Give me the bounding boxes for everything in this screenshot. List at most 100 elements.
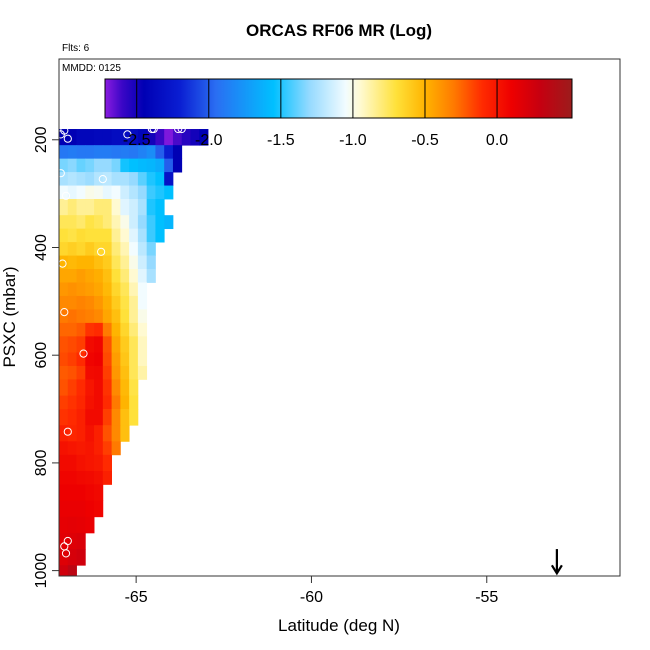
heatmap-cell bbox=[59, 500, 69, 518]
heatmap-cell bbox=[76, 129, 86, 146]
y-tick-label: 600 bbox=[33, 342, 50, 369]
heatmap-cell bbox=[76, 425, 86, 442]
heatmap-cell bbox=[85, 255, 95, 270]
heatmap-cell bbox=[59, 199, 69, 216]
heatmap-cell bbox=[102, 454, 112, 472]
heatmap-cell bbox=[59, 454, 69, 472]
heatmap-cell bbox=[102, 309, 112, 324]
heatmap-cell bbox=[85, 409, 95, 426]
heatmap-cell bbox=[146, 129, 156, 146]
heatmap-cell bbox=[85, 172, 95, 186]
heatmap-cell bbox=[137, 282, 148, 297]
wind-arrow bbox=[550, 549, 563, 576]
heatmap-cell bbox=[67, 242, 77, 256]
heatmap-cell bbox=[94, 215, 104, 230]
heatmap-cell bbox=[85, 352, 95, 367]
heatmap bbox=[59, 129, 209, 577]
heatmap-cell bbox=[94, 295, 104, 310]
heatmap-cell bbox=[67, 215, 77, 230]
heatmap-cell bbox=[76, 470, 86, 485]
heatmap-cell bbox=[94, 365, 104, 380]
heatmap-cell bbox=[85, 395, 95, 410]
heatmap-cell bbox=[102, 409, 112, 426]
heatmap-cell bbox=[85, 336, 95, 353]
heatmap-cell bbox=[94, 470, 104, 485]
heatmap-cell bbox=[102, 425, 112, 442]
heatmap-cell bbox=[76, 295, 86, 310]
heatmap-cell bbox=[129, 365, 139, 380]
heatmap-cell bbox=[85, 242, 95, 256]
heatmap-cell bbox=[111, 158, 121, 173]
heatmap-cell bbox=[59, 409, 69, 426]
heatmap-cell bbox=[94, 199, 104, 216]
heatmap-cell bbox=[85, 282, 95, 297]
heatmap-cell bbox=[59, 295, 69, 310]
heatmap-cell bbox=[59, 484, 69, 502]
heatmap-cell bbox=[137, 242, 148, 256]
heatmap-cell bbox=[146, 199, 156, 216]
heatmap-cell bbox=[76, 145, 86, 160]
heatmap-cell bbox=[67, 255, 77, 270]
heatmap-cell bbox=[94, 409, 104, 426]
heatmap-cell bbox=[164, 129, 174, 146]
heatmap-cell bbox=[102, 470, 112, 485]
heatmap-cell bbox=[120, 172, 130, 186]
heatmap-cell bbox=[67, 425, 77, 442]
x-tick-label: -65 bbox=[125, 589, 148, 606]
heatmap-cell bbox=[102, 199, 112, 216]
observation-point bbox=[149, 124, 158, 134]
heatmap-cell bbox=[94, 269, 104, 283]
heatmap-cell bbox=[102, 255, 112, 270]
heatmap-cell bbox=[137, 145, 148, 160]
heatmap-cell bbox=[59, 549, 69, 566]
heatmap-cell bbox=[67, 228, 77, 243]
heatmap-cell bbox=[76, 228, 86, 243]
heatmap-cell bbox=[76, 172, 86, 186]
heatmap-cell bbox=[85, 199, 95, 216]
y-tick-label: 800 bbox=[33, 449, 50, 476]
heatmap-cell bbox=[67, 158, 77, 173]
heatmap-cell bbox=[102, 322, 112, 337]
heatmap-cell bbox=[85, 365, 95, 380]
heatmap-cell bbox=[129, 336, 139, 353]
heatmap-cell bbox=[129, 199, 139, 216]
y-tick-label: 400 bbox=[33, 234, 50, 261]
heatmap-cell bbox=[129, 352, 139, 367]
heatmap-cell bbox=[59, 322, 69, 337]
heatmap-cell bbox=[120, 199, 130, 216]
observation-point bbox=[123, 130, 132, 139]
y-axis: 200 400 600 800 1000 bbox=[33, 126, 59, 588]
heatmap-cell bbox=[76, 516, 86, 534]
heatmap-cell bbox=[59, 441, 69, 456]
heatmap-cell bbox=[111, 365, 121, 380]
heatmap-cell bbox=[102, 441, 112, 456]
heatmap-cell bbox=[172, 145, 183, 160]
heatmap-cell bbox=[85, 145, 95, 160]
heatmap-cell bbox=[67, 500, 77, 518]
heatmap-cell bbox=[76, 336, 86, 353]
heatmap-cell bbox=[172, 158, 183, 173]
date-annotation: MMDD: 0125 bbox=[62, 63, 121, 74]
heatmap-cell bbox=[76, 365, 86, 380]
heatmap-cell bbox=[111, 199, 121, 216]
heatmap-cell bbox=[85, 295, 95, 310]
heatmap-cell bbox=[76, 395, 86, 410]
heatmap-cell bbox=[155, 228, 165, 243]
heatmap-cell bbox=[67, 395, 77, 410]
heatmap-cell bbox=[155, 185, 165, 200]
heatmap-cell bbox=[172, 129, 183, 146]
heatmap-cell bbox=[137, 228, 148, 243]
heatmap-cell bbox=[85, 484, 95, 502]
heatmap-cell bbox=[67, 129, 77, 146]
heatmap-cell bbox=[102, 215, 112, 230]
heatmap-cell bbox=[164, 215, 174, 230]
observation-point bbox=[79, 349, 88, 358]
heatmap-cell bbox=[146, 185, 156, 200]
heatmap-cell bbox=[67, 470, 77, 485]
heatmap-cell bbox=[59, 269, 69, 283]
heatmap-cell bbox=[120, 409, 130, 426]
colorbar-tick-label: -0.5 bbox=[411, 132, 439, 149]
observation-point bbox=[56, 130, 65, 139]
heatmap-cell bbox=[85, 516, 95, 534]
heatmap-cell bbox=[94, 282, 104, 297]
